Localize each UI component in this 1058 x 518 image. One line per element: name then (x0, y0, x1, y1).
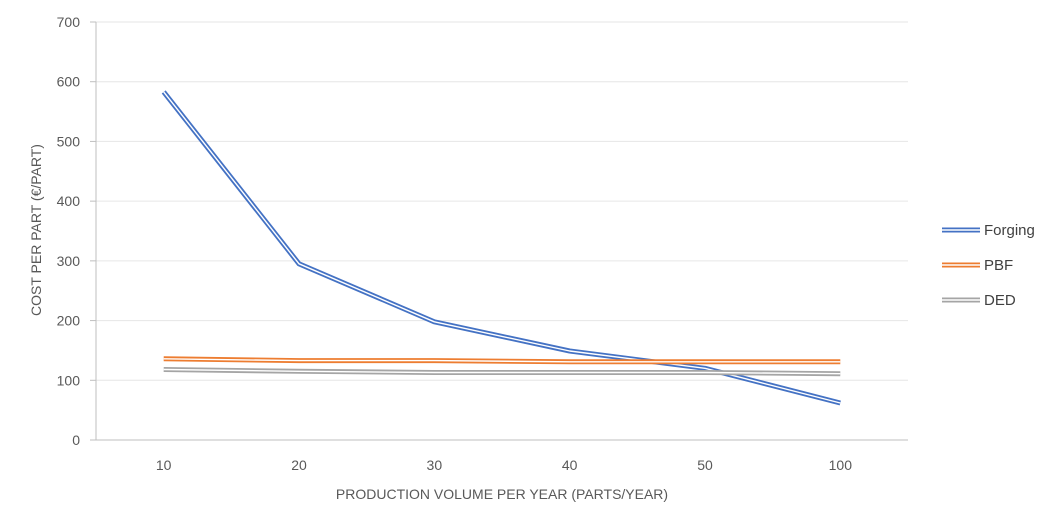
x-tick-label: 20 (291, 457, 307, 473)
y-tick-label: 0 (72, 432, 80, 448)
series-pbf (163, 356, 841, 365)
gridlines (96, 21, 908, 381)
x-tick-label: 50 (697, 457, 713, 473)
series-line-forging (161, 90, 841, 406)
series-lines (161, 90, 841, 406)
x-tick-label: 30 (427, 457, 443, 473)
series-line-core (163, 368, 841, 375)
legend: Forging PBF DED (942, 222, 1035, 309)
x-axis-title: PRODUCTION VOLUME PER YEAR (PARTS/YEAR) (336, 486, 668, 502)
y-tick-labels: 0 100 200 300 400 500 600 700 (57, 14, 81, 448)
legend-item-pbf: PBF (942, 257, 1013, 274)
y-tick-label: 600 (57, 74, 81, 90)
series-forging (161, 90, 841, 406)
x-tick-labels: 10 20 30 40 50 100 (156, 457, 852, 473)
series-line-core (163, 358, 841, 363)
y-tick-label: 500 (57, 133, 81, 149)
legend-label: PBF (984, 257, 1013, 274)
y-axis-title: COST PER PART (€/PART) (28, 144, 44, 316)
series-ded (163, 367, 841, 377)
y-tick-label: 400 (57, 193, 81, 209)
x-tick-label: 100 (829, 457, 853, 473)
legend-label: Forging (984, 222, 1035, 239)
y-tick-label: 100 (57, 372, 81, 388)
y-tick-label: 300 (57, 253, 81, 269)
x-tick-label: 10 (156, 457, 172, 473)
axes (90, 21, 908, 441)
x-tick-label: 40 (562, 457, 578, 473)
series-line-core (163, 91, 841, 404)
y-tick-label: 700 (57, 14, 81, 30)
y-tick-label: 200 (57, 313, 81, 329)
legend-item-ded: DED (942, 292, 1016, 309)
legend-label: DED (984, 292, 1016, 309)
legend-item-forging: Forging (942, 222, 1035, 239)
